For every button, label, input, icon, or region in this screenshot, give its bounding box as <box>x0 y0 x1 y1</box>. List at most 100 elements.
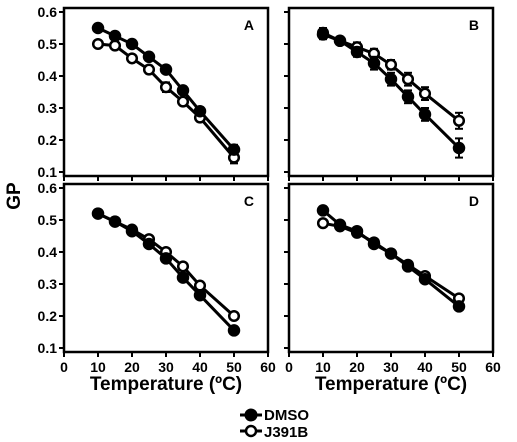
legend-j391b-marker <box>244 424 258 438</box>
series-dmso <box>91 207 241 337</box>
data-point-j391b <box>159 81 173 94</box>
legend: DMSO J391B <box>240 407 309 441</box>
legend-dmso-marker <box>244 408 258 422</box>
data-point-dmso <box>227 143 241 156</box>
series-dmso <box>316 28 466 159</box>
series-j391b <box>91 37 241 165</box>
panel-d: 0 10 20 30 40 50 60 D <box>284 182 501 375</box>
data-point-j391b <box>316 217 330 230</box>
data-point-j391b <box>91 37 105 51</box>
data-point-j391b <box>227 309 241 323</box>
x-tick-label: 30 <box>383 359 399 375</box>
data-point-j391b <box>176 260 190 273</box>
x-tick-label: 30 <box>158 359 174 375</box>
y-tick-label: 0.4 <box>38 68 58 84</box>
panel-label-a: A <box>244 17 254 33</box>
data-point-j391b <box>142 63 156 76</box>
x-tick-label: 60 <box>260 359 276 375</box>
y-tick-label: 0.1 <box>38 340 58 356</box>
data-point-dmso <box>401 90 415 104</box>
x-tick-label: 10 <box>315 359 331 375</box>
series-line-dmso <box>322 32 461 150</box>
data-point-dmso <box>452 141 466 155</box>
panel-label-c: C <box>244 193 254 209</box>
data-point-dmso <box>333 34 347 48</box>
data-point-dmso <box>91 207 105 220</box>
series-line-j391b <box>97 42 236 159</box>
x-tick-label: 50 <box>451 359 467 375</box>
data-point-dmso <box>108 29 122 43</box>
data-point-dmso <box>125 224 139 238</box>
series-dmso <box>316 204 466 313</box>
data-point-dmso <box>418 108 432 121</box>
y-tick-label: 0.5 <box>38 36 58 52</box>
panel-c: 0.1 0.2 0.3 0.4 0.5 0.6 0 10 20 30 40 50 60 C <box>38 180 276 375</box>
data-point-dmso <box>384 72 398 86</box>
data-point-dmso <box>316 28 330 41</box>
series-j391b <box>316 217 466 305</box>
data-point-dmso <box>350 224 364 238</box>
x-tick-label: 10 <box>90 359 106 375</box>
data-point-j391b <box>418 87 432 100</box>
data-point-dmso <box>418 272 432 286</box>
data-point-dmso <box>367 237 381 251</box>
y-tick-label: 0.6 <box>38 180 58 196</box>
series-line-dmso <box>97 212 236 332</box>
x-axis-title-left: Temperature (ºC) <box>90 374 242 395</box>
data-point-dmso <box>350 45 364 59</box>
x-axis-title-right: Temperature (ºC) <box>315 374 467 395</box>
data-point-dmso <box>227 324 241 337</box>
y-tick-label: 0.4 <box>38 244 58 260</box>
data-point-dmso <box>125 37 139 51</box>
panel-a: 0.1 0.2 0.3 0.4 0.5 0.6 A <box>38 4 270 181</box>
data-point-j391b <box>384 58 398 71</box>
data-point-dmso <box>159 252 173 265</box>
y-tick-label: 0.3 <box>38 276 58 292</box>
data-point-dmso <box>193 104 207 118</box>
data-point-dmso <box>193 288 207 302</box>
x-tick-label: 20 <box>124 359 140 375</box>
data-point-dmso <box>333 218 347 232</box>
data-point-j391b <box>125 52 139 65</box>
data-point-dmso <box>316 204 330 217</box>
data-point-j391b <box>401 73 415 86</box>
series-line-j391b <box>322 221 460 300</box>
data-point-dmso <box>142 50 156 64</box>
data-point-dmso <box>452 300 466 313</box>
panels: 0.1 0.2 0.3 0.4 0.5 0.6 A B 0.1 0.2 0.3 0.4 0.5 0.6 0 1… <box>38 4 501 375</box>
legend-item-j391b: J391B <box>240 424 308 441</box>
data-point-j391b <box>176 95 190 108</box>
data-point-dmso <box>384 247 398 260</box>
x-tick-label: 40 <box>192 359 208 375</box>
x-tick-label: 60 <box>485 359 501 375</box>
y-axis-title: GP <box>4 182 25 210</box>
y-tick-label: 0.3 <box>38 100 58 116</box>
legend-item-dmso: DMSO <box>240 407 309 424</box>
y-tick-label: 0.2 <box>38 308 58 324</box>
panel-label-b: B <box>469 17 479 33</box>
x-tick-label: 40 <box>417 359 433 375</box>
legend-j391b-label: J391B <box>264 424 308 441</box>
data-point-dmso <box>108 215 122 228</box>
y-tick-label: 0.5 <box>38 212 58 228</box>
data-point-dmso <box>91 21 105 35</box>
y-tick-label: 0.1 <box>38 164 58 180</box>
x-tick-label: 0 <box>60 359 68 375</box>
data-point-dmso <box>142 237 156 251</box>
series-dmso <box>91 21 241 156</box>
x-tick-label: 20 <box>349 359 365 375</box>
data-point-dmso <box>176 271 190 284</box>
x-tick-label: 50 <box>226 359 242 375</box>
data-point-dmso <box>367 56 381 70</box>
x-tick-label: 0 <box>285 359 293 375</box>
series-line-j391b <box>97 212 235 318</box>
panel-label-d: D <box>469 193 479 209</box>
data-point-dmso <box>176 84 190 97</box>
y-tick-label: 0.6 <box>38 4 58 20</box>
data-point-dmso <box>159 63 173 76</box>
legend-dmso-label: DMSO <box>264 407 309 424</box>
y-tick-label: 0.2 <box>38 132 58 148</box>
data-point-dmso <box>401 260 415 273</box>
data-point-j391b <box>452 114 466 127</box>
